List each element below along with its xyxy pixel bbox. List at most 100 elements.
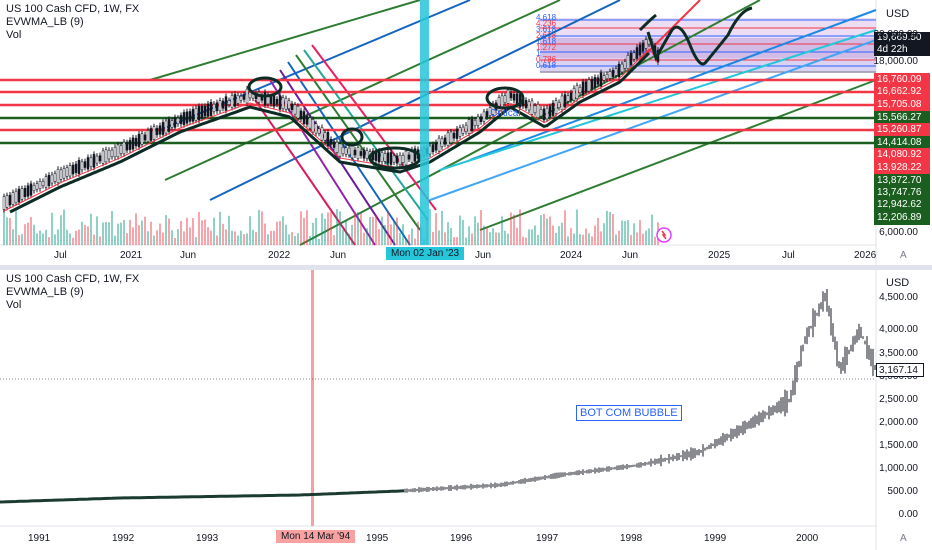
volume-label[interactable]: Vol <box>6 29 22 41</box>
candle-body <box>41 181 45 186</box>
fib-label: 3.618 <box>536 25 557 34</box>
symbol-title[interactable]: US 100 Cash CFD, 1W, FX <box>6 3 140 15</box>
price-level-tag: 16,662.92 <box>874 85 930 99</box>
channel-line <box>254 99 356 246</box>
currency-label[interactable]: USD <box>886 277 910 289</box>
fib-labels: 4.6184.2363.6182.6181.6181.27210.7860.61… <box>536 13 557 70</box>
candle-body <box>539 109 543 117</box>
auto-scale-button[interactable]: A <box>900 533 907 544</box>
volume-bar <box>87 226 89 245</box>
candle-body <box>401 155 405 163</box>
volume-bar <box>546 218 548 245</box>
candle-body <box>515 93 519 105</box>
volume-bar <box>357 211 359 245</box>
volume-bar <box>618 230 620 245</box>
symbol-title[interactable]: US 100 Cash CFD, 1W, FX <box>6 273 140 285</box>
volume-bar <box>525 237 527 245</box>
fib-label: 1.618 <box>536 37 557 46</box>
candle-body <box>191 109 195 122</box>
candle-body <box>305 115 309 125</box>
circle-annotation <box>340 127 364 147</box>
pane-divider[interactable] <box>0 265 932 270</box>
auto-scale-button[interactable]: A <box>900 250 907 261</box>
candle-body <box>344 147 348 155</box>
volume-bar <box>132 227 134 245</box>
candle-body <box>161 122 165 135</box>
candle-body <box>104 149 108 163</box>
crosshair-vertical <box>420 0 429 245</box>
candle-body <box>587 79 591 92</box>
bottom-chart-pane[interactable]: US 100 Cash CFD, 1W, FX EVWMA_LB (9) Vol… <box>0 270 932 550</box>
candle-body <box>614 68 618 76</box>
candle-body <box>635 47 639 59</box>
x-tick-label: 2021 <box>120 250 143 261</box>
volume-bar <box>498 232 500 245</box>
candle-body <box>293 104 297 115</box>
candle-body <box>179 115 183 125</box>
volume-bar <box>12 229 14 245</box>
volume-bar <box>387 211 389 245</box>
candle-body <box>569 92 573 101</box>
candle-body <box>599 72 603 87</box>
volume-bar <box>276 221 278 245</box>
candle-body <box>359 151 363 156</box>
volume-bar <box>444 232 446 245</box>
volume-label[interactable]: Vol <box>6 299 22 311</box>
candle-body <box>128 140 132 150</box>
currency-label[interactable]: USD <box>886 8 910 20</box>
volume-bar <box>318 238 320 245</box>
volume-bar <box>639 220 641 245</box>
volume-bar <box>180 221 182 245</box>
volume-bar <box>165 215 167 245</box>
volume-bar <box>294 235 296 245</box>
volume-bar <box>336 209 338 245</box>
volume-bar <box>138 225 140 245</box>
candle-body <box>233 94 237 107</box>
indicator-label[interactable]: EVWMA_LB (9) <box>6 16 84 28</box>
candle-body <box>182 112 186 125</box>
volume-bar <box>6 217 8 245</box>
candle-body <box>269 96 273 104</box>
volume-bar <box>570 228 572 245</box>
volume-bar <box>48 237 50 245</box>
candle-body <box>62 168 66 179</box>
top-chart-pane[interactable]: 4.6184.2363.6182.6181.6181.27210.7860.61… <box>0 0 932 265</box>
crosshair-time-label: Mon 14 Mar '94 <box>276 530 356 543</box>
volume-bar <box>447 222 449 245</box>
candle-body <box>455 128 459 139</box>
candle-body <box>308 117 312 129</box>
candle-body <box>38 181 42 189</box>
indicator-label[interactable]: EVWMA_LB (9) <box>6 286 84 298</box>
price-level-tag: 14,414.08 <box>874 136 930 150</box>
y-tick: 18,000.00 <box>873 56 919 67</box>
candle-body <box>95 155 99 164</box>
volume-bar <box>402 224 404 245</box>
candle-body <box>350 145 354 159</box>
volume-bar <box>327 212 329 245</box>
candle-body <box>533 105 537 113</box>
candle-body <box>242 94 246 100</box>
candle-body <box>509 92 513 99</box>
x-tick-label: 1998 <box>620 533 643 544</box>
bottom-chart-canvas[interactable] <box>0 270 932 550</box>
candle-body <box>110 149 114 157</box>
volume-bar <box>372 216 374 245</box>
volume-bars <box>3 209 659 245</box>
volume-bar <box>453 237 455 245</box>
x-tick-label: 1991 <box>28 533 51 544</box>
candle-body <box>272 95 276 107</box>
volume-bar <box>324 218 326 245</box>
volume-bar <box>504 230 506 245</box>
last-price-value: 19,669.50 <box>877 32 922 43</box>
volume-bar <box>135 213 137 245</box>
top-chart-canvas[interactable]: 4.6184.2363.6182.6181.6181.27210.7860.61… <box>0 0 932 265</box>
volume-bar <box>288 234 290 245</box>
candle-body <box>149 128 153 141</box>
candle-body <box>536 104 540 118</box>
candle-body <box>32 185 36 191</box>
volume-bar <box>36 233 38 245</box>
volume-bar <box>222 223 224 245</box>
candle-body <box>335 141 339 153</box>
volume-bar <box>270 230 272 245</box>
candle-body <box>143 134 147 141</box>
